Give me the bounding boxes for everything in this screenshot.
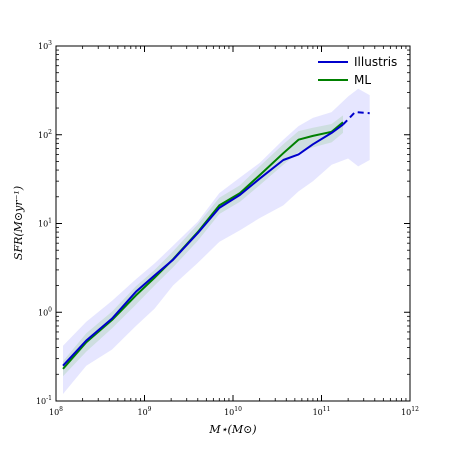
y-tick-label: 103: [38, 40, 52, 51]
series-lines: [62, 111, 370, 370]
plot-area: [56, 46, 410, 401]
band-ml: [63, 115, 343, 377]
legend-label-ml: ML: [354, 73, 371, 87]
line-illustris: [62, 123, 344, 367]
line-illustris-dashed: [342, 111, 370, 126]
y-tick-label: 10-1: [36, 395, 52, 406]
x-tick-label: 1011: [313, 406, 331, 417]
y-axis-ticks: 10-1 100 101 102 103: [36, 40, 410, 406]
y-tick-label: 102: [38, 129, 52, 140]
legend-label-illustris: Illustris: [354, 55, 397, 69]
y-axis-label: SFR(M⊙yr⁻¹): [12, 186, 25, 260]
band-illustris: [63, 88, 370, 394]
x-tick-label: 1010: [224, 406, 242, 417]
x-axis-label: M⋆(M⊙): [208, 423, 256, 436]
x-tick-label: 109: [137, 406, 151, 417]
x-axis-ticks: 108 109 1010 1011 1012: [49, 46, 419, 417]
line-ml: [62, 121, 344, 370]
confidence-bands: [63, 88, 370, 394]
y-tick-label: 101: [38, 218, 52, 229]
x-tick-label: 108: [49, 406, 63, 417]
x-tick-label: 1012: [401, 406, 419, 417]
legend: Illustris ML: [318, 55, 397, 87]
y-tick-label: 100: [38, 306, 52, 317]
